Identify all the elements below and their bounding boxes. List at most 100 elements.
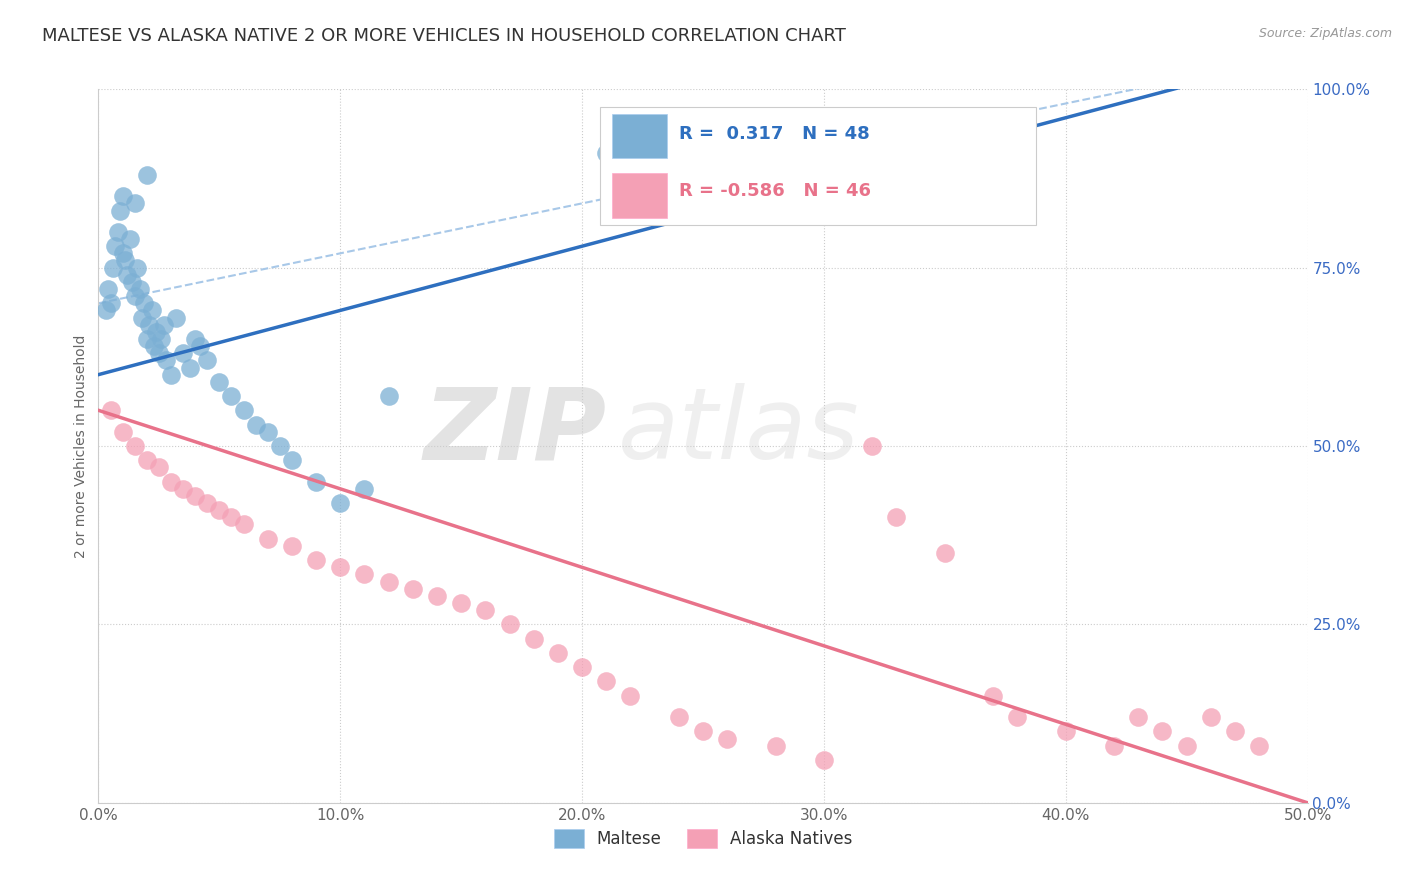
Point <box>124 439 146 453</box>
Bar <box>613 173 666 218</box>
Point <box>155 353 177 368</box>
Point <box>426 589 449 603</box>
Point <box>94 303 117 318</box>
Point <box>1007 710 1029 724</box>
Point <box>860 439 883 453</box>
Point <box>135 168 157 182</box>
Point <box>107 225 129 239</box>
Point <box>100 296 122 310</box>
Point <box>813 753 835 767</box>
Point <box>135 453 157 467</box>
Point <box>108 203 131 218</box>
Point <box>1152 724 1174 739</box>
Point <box>148 346 170 360</box>
Point <box>172 346 194 360</box>
Point <box>131 310 153 325</box>
Point <box>127 260 149 275</box>
Point <box>571 660 593 674</box>
Point <box>1102 739 1125 753</box>
Bar <box>613 114 666 159</box>
Point <box>104 239 127 253</box>
FancyBboxPatch shape <box>600 107 1035 225</box>
Point <box>121 275 143 289</box>
Point <box>172 482 194 496</box>
Point <box>195 353 218 368</box>
Point <box>101 260 124 275</box>
Point <box>143 339 166 353</box>
Point <box>100 403 122 417</box>
Point <box>450 596 472 610</box>
Point <box>117 268 139 282</box>
Point <box>150 332 173 346</box>
Point <box>523 632 546 646</box>
Point <box>353 567 375 582</box>
Point <box>692 724 714 739</box>
Point <box>208 503 231 517</box>
Point <box>111 189 134 203</box>
Point <box>128 282 150 296</box>
Point <box>269 439 291 453</box>
Point <box>668 710 690 724</box>
Point <box>619 689 641 703</box>
Point <box>765 739 787 753</box>
Point <box>474 603 496 617</box>
Text: MALTESE VS ALASKA NATIVE 2 OR MORE VEHICLES IN HOUSEHOLD CORRELATION CHART: MALTESE VS ALASKA NATIVE 2 OR MORE VEHIC… <box>42 27 846 45</box>
Point <box>135 332 157 346</box>
Point <box>1054 724 1077 739</box>
Point <box>221 389 243 403</box>
Point <box>114 253 136 268</box>
Point <box>111 425 134 439</box>
Point <box>97 282 120 296</box>
Point <box>305 475 328 489</box>
Point <box>1249 739 1271 753</box>
Point <box>165 310 187 325</box>
Text: ZIP: ZIP <box>423 384 606 480</box>
Point <box>245 417 267 432</box>
Point <box>329 560 352 574</box>
Point <box>353 482 375 496</box>
Point <box>1199 710 1222 724</box>
Point <box>152 318 174 332</box>
Point <box>547 646 569 660</box>
Point <box>981 689 1004 703</box>
Point <box>595 674 617 689</box>
Point <box>134 296 156 310</box>
Point <box>377 574 399 589</box>
Point <box>256 532 278 546</box>
Point <box>138 318 160 332</box>
Point <box>377 389 399 403</box>
Point <box>281 539 304 553</box>
Point <box>1223 724 1246 739</box>
Point <box>934 546 956 560</box>
Point <box>208 375 231 389</box>
Text: atlas: atlas <box>619 384 860 480</box>
Point <box>256 425 278 439</box>
Point <box>141 303 163 318</box>
Text: R =  0.317   N = 48: R = 0.317 N = 48 <box>679 125 869 143</box>
Point <box>595 146 617 161</box>
Point <box>402 582 425 596</box>
Point <box>184 489 207 503</box>
Point <box>160 368 183 382</box>
Text: R = -0.586   N = 46: R = -0.586 N = 46 <box>679 182 870 200</box>
Point <box>188 339 211 353</box>
Point <box>1175 739 1198 753</box>
Point <box>232 517 254 532</box>
Point <box>329 496 352 510</box>
Legend: Maltese, Alaska Natives: Maltese, Alaska Natives <box>547 822 859 855</box>
Point <box>716 731 738 746</box>
Point <box>281 453 304 467</box>
Point <box>232 403 254 417</box>
Point <box>498 617 520 632</box>
Point <box>305 553 328 567</box>
Point <box>160 475 183 489</box>
Point <box>195 496 218 510</box>
Text: Source: ZipAtlas.com: Source: ZipAtlas.com <box>1258 27 1392 40</box>
Point <box>124 196 146 211</box>
Point <box>111 246 134 260</box>
Y-axis label: 2 or more Vehicles in Household: 2 or more Vehicles in Household <box>75 334 89 558</box>
Point <box>221 510 243 524</box>
Point <box>1128 710 1150 724</box>
Point <box>118 232 141 246</box>
Point <box>145 325 167 339</box>
